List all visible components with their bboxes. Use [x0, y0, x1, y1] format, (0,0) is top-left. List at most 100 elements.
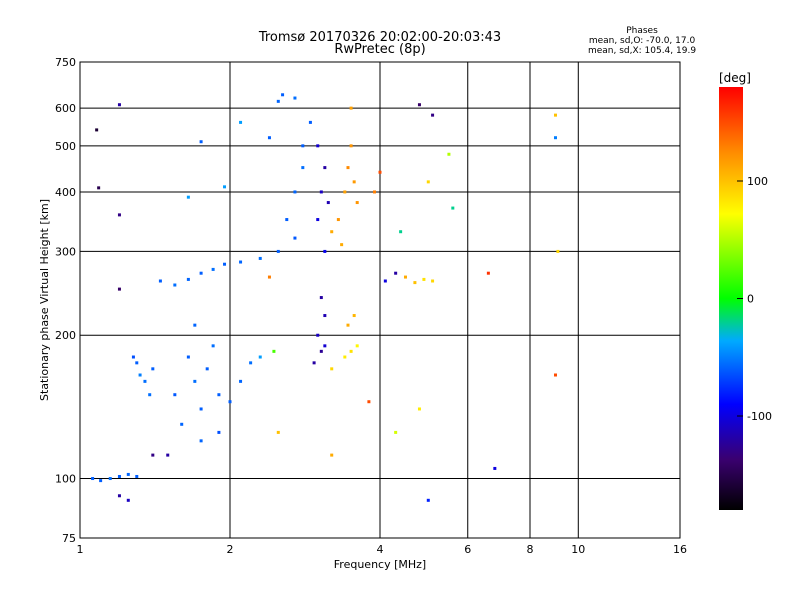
- data-point: [352, 314, 356, 318]
- data-point: [117, 213, 121, 217]
- data-point: [323, 344, 327, 348]
- data-point: [301, 144, 305, 148]
- data-point: [97, 186, 101, 190]
- x-tick-label: 4: [377, 543, 384, 556]
- data-point: [403, 275, 407, 279]
- x-tick-label: 10: [571, 543, 585, 556]
- data-point: [267, 136, 271, 140]
- data-point: [239, 379, 243, 383]
- data-point: [91, 477, 95, 481]
- data-point: [319, 296, 323, 300]
- data-point: [276, 430, 280, 434]
- data-point: [211, 344, 215, 348]
- data-point: [451, 206, 455, 210]
- plot-frame: [79, 61, 681, 539]
- stats-header: Phases: [626, 26, 658, 36]
- data-point: [383, 279, 387, 283]
- data-point: [422, 277, 426, 281]
- data-point: [186, 355, 190, 359]
- colorbar-tick-label: -100: [747, 410, 772, 423]
- data-point: [378, 170, 382, 174]
- data-point: [319, 349, 323, 353]
- y-tick-label: 200: [55, 329, 76, 342]
- data-point: [135, 474, 139, 478]
- chart-title: Tromsø 20170326 20:02:00-20:03:43: [258, 30, 501, 45]
- data-point: [199, 407, 203, 411]
- data-point: [431, 279, 435, 283]
- data-point: [148, 393, 152, 397]
- data-point: [323, 249, 327, 253]
- x-tick-label: 8: [527, 543, 534, 556]
- data-point: [394, 430, 398, 434]
- data-point: [326, 201, 330, 205]
- data-point: [312, 361, 316, 365]
- data-point: [399, 230, 403, 234]
- data-point: [199, 439, 203, 443]
- data-point: [239, 120, 243, 124]
- data-point: [293, 96, 297, 100]
- x-tick-label: 6: [464, 543, 471, 556]
- y-tick-label: 300: [55, 245, 76, 258]
- data-point: [249, 361, 253, 365]
- data-point: [556, 249, 560, 253]
- data-point: [343, 190, 347, 194]
- data-point: [486, 271, 490, 275]
- data-point: [126, 472, 130, 476]
- data-point: [301, 166, 305, 170]
- data-point: [151, 367, 155, 371]
- data-point: [293, 236, 297, 240]
- data-point: [553, 136, 557, 140]
- data-point: [199, 140, 203, 144]
- data-point: [276, 99, 280, 103]
- y-tick-label: 75: [62, 532, 76, 545]
- data-point: [199, 271, 203, 275]
- data-point: [193, 323, 197, 327]
- data-point: [173, 283, 177, 287]
- data-point: [186, 195, 190, 199]
- data-point: [131, 355, 135, 359]
- data-point: [323, 314, 327, 318]
- data-point: [553, 373, 557, 377]
- data-point: [417, 103, 421, 107]
- data-point: [308, 120, 312, 124]
- data-point: [431, 113, 435, 117]
- y-axis-label: Stationary phase Virtual Height [km]: [38, 199, 51, 401]
- data-point: [553, 113, 557, 117]
- data-point: [223, 262, 227, 266]
- stats-line-2: mean, sd,X: 105.4, 19.9: [588, 46, 696, 56]
- data-point: [272, 349, 276, 353]
- data-point: [447, 152, 451, 156]
- data-point: [239, 260, 243, 264]
- ticks-layer: 1 2 4 6 8 10 16 75 100 200 300 400 500 600 750: [55, 56, 687, 556]
- data-point: [117, 103, 121, 107]
- data-point: [293, 190, 297, 194]
- data-point: [352, 180, 356, 184]
- data-point: [349, 144, 353, 148]
- data-point: [319, 190, 323, 194]
- data-point: [151, 453, 155, 457]
- data-point: [205, 367, 209, 371]
- data-point: [373, 190, 377, 194]
- chart-subtitle: RwPretec (8p): [334, 42, 425, 57]
- data-point: [258, 355, 262, 359]
- data-point: [340, 243, 344, 247]
- data-point: [223, 185, 227, 189]
- x-axis-label: Frequency [MHz]: [334, 558, 426, 571]
- points-layer: [91, 93, 560, 502]
- data-point: [316, 218, 320, 222]
- data-point: [426, 180, 430, 184]
- data-point: [323, 166, 327, 170]
- data-point: [355, 344, 359, 348]
- data-point: [108, 477, 112, 481]
- data-point: [217, 430, 221, 434]
- data-point: [355, 201, 359, 205]
- data-point: [138, 373, 142, 377]
- data-point: [285, 218, 289, 222]
- colorbar-ticks: 100 0 -100: [737, 175, 772, 423]
- stats-line-1: mean, sd,O: -70.0, 17.0: [589, 36, 696, 46]
- y-tick-label: 500: [55, 140, 76, 153]
- data-point: [166, 453, 170, 457]
- data-point: [126, 498, 130, 502]
- data-point: [343, 355, 347, 359]
